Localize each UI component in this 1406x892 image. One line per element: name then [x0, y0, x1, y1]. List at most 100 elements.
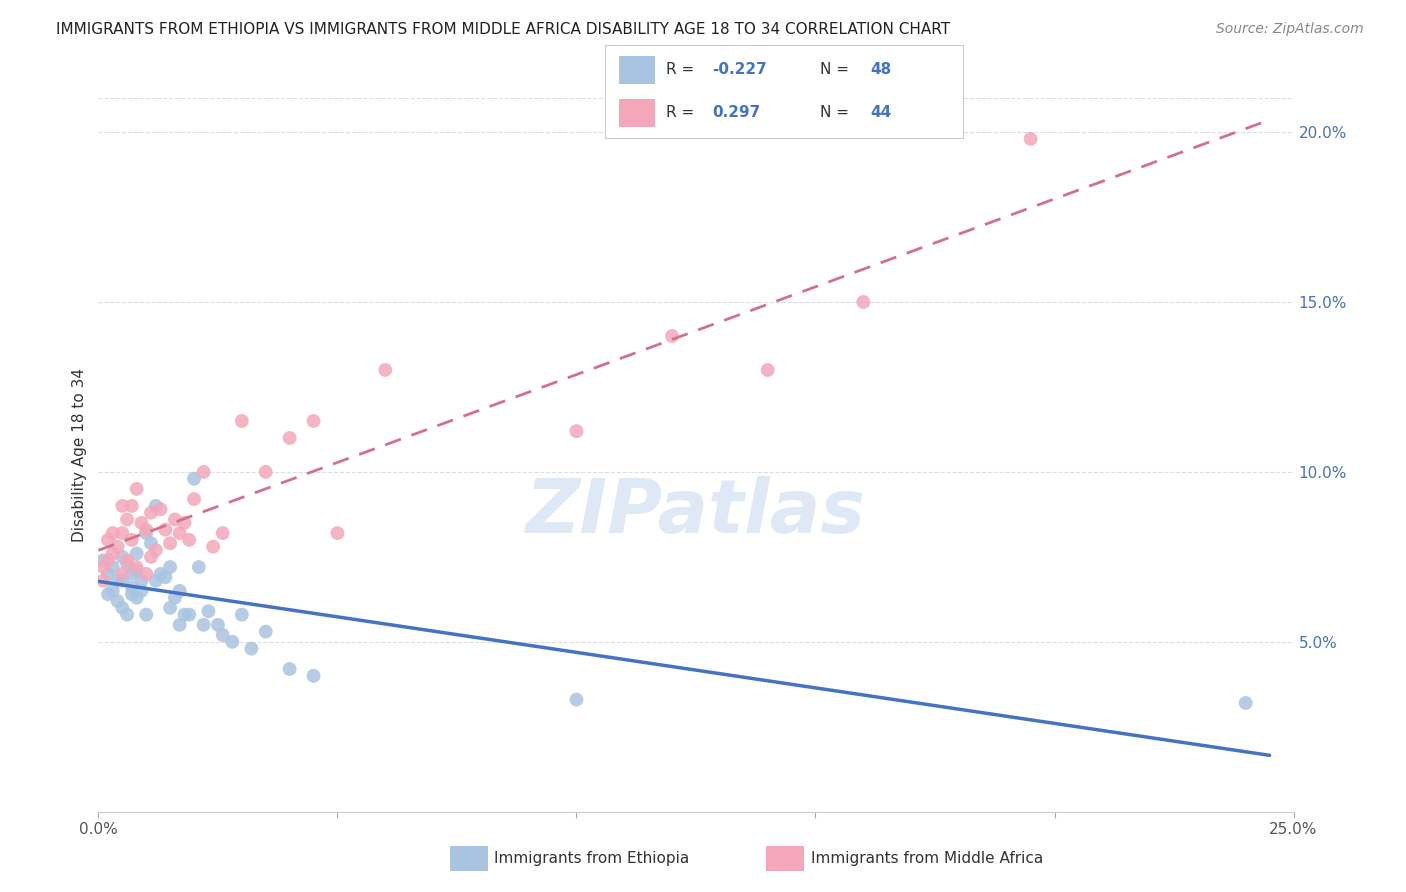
Text: N =: N = — [820, 105, 853, 120]
Point — [111, 499, 134, 513]
Point — [278, 431, 301, 445]
Point — [91, 560, 114, 574]
Point — [149, 502, 172, 516]
Point — [115, 553, 138, 567]
Point — [169, 583, 191, 598]
Point — [121, 581, 143, 595]
Point — [101, 560, 124, 574]
Point — [111, 566, 134, 581]
Point — [183, 492, 205, 507]
Point — [173, 607, 195, 622]
Y-axis label: Disability Age 18 to 34: Disability Age 18 to 34 — [72, 368, 87, 542]
Point — [91, 574, 114, 588]
Bar — [619, 99, 655, 127]
Point — [131, 574, 153, 588]
Text: 44: 44 — [870, 105, 891, 120]
Point — [1234, 696, 1257, 710]
Point — [139, 536, 162, 550]
Text: ZIPatlas: ZIPatlas — [526, 475, 866, 549]
Point — [125, 482, 148, 496]
Point — [159, 560, 181, 574]
Point — [135, 607, 157, 622]
Point — [135, 566, 157, 581]
Point — [97, 566, 120, 581]
Point — [565, 424, 588, 438]
Text: Immigrants from Middle Africa: Immigrants from Middle Africa — [811, 851, 1043, 866]
Text: 48: 48 — [870, 62, 891, 78]
Point — [169, 526, 191, 541]
Point — [374, 363, 396, 377]
Point — [139, 506, 162, 520]
Point — [326, 526, 349, 541]
Point — [97, 553, 120, 567]
Point — [187, 560, 209, 574]
Point — [139, 549, 162, 564]
Text: R =: R = — [665, 105, 703, 120]
Point — [231, 607, 253, 622]
Point — [135, 523, 157, 537]
Bar — [619, 56, 655, 84]
Point — [101, 526, 124, 541]
Point — [565, 692, 588, 706]
Text: 0.297: 0.297 — [713, 105, 761, 120]
Point — [193, 617, 215, 632]
Point — [131, 583, 153, 598]
Point — [179, 533, 201, 547]
Point — [211, 526, 233, 541]
Point — [852, 295, 875, 310]
Text: Immigrants from Ethiopia: Immigrants from Ethiopia — [495, 851, 689, 866]
Point — [115, 557, 138, 571]
Point — [111, 549, 134, 564]
Point — [121, 587, 143, 601]
Point — [125, 546, 148, 560]
Point — [121, 566, 143, 581]
Point — [183, 472, 205, 486]
Point — [173, 516, 195, 530]
Bar — [450, 847, 488, 871]
Point — [97, 533, 120, 547]
Point — [101, 583, 124, 598]
Point — [107, 594, 129, 608]
Point — [115, 512, 138, 526]
Point — [107, 574, 129, 588]
Point — [125, 591, 148, 605]
Point — [121, 533, 143, 547]
Point — [101, 546, 124, 560]
Point — [163, 591, 186, 605]
Text: -0.227: -0.227 — [713, 62, 766, 78]
Point — [231, 414, 253, 428]
Point — [135, 526, 157, 541]
Point — [121, 499, 143, 513]
Point — [163, 512, 186, 526]
Point — [302, 414, 325, 428]
Point — [169, 617, 191, 632]
Bar — [766, 847, 804, 871]
Point — [278, 662, 301, 676]
Point — [125, 564, 148, 578]
Point — [211, 628, 233, 642]
Point — [155, 523, 177, 537]
Point — [125, 560, 148, 574]
Point — [111, 526, 134, 541]
Point — [1019, 132, 1042, 146]
Point — [221, 635, 243, 649]
Point — [159, 600, 181, 615]
Point — [111, 574, 134, 588]
Point — [254, 624, 277, 639]
Point — [159, 536, 181, 550]
Point — [111, 600, 134, 615]
Point — [131, 516, 153, 530]
Point — [756, 363, 779, 377]
Point — [155, 570, 177, 584]
Point — [202, 540, 225, 554]
Point — [145, 574, 167, 588]
Point — [302, 669, 325, 683]
Point — [149, 566, 172, 581]
Point — [240, 641, 263, 656]
Point — [91, 553, 114, 567]
Point — [115, 607, 138, 622]
Point — [254, 465, 277, 479]
Point — [207, 617, 229, 632]
Point — [97, 587, 120, 601]
Point — [179, 607, 201, 622]
